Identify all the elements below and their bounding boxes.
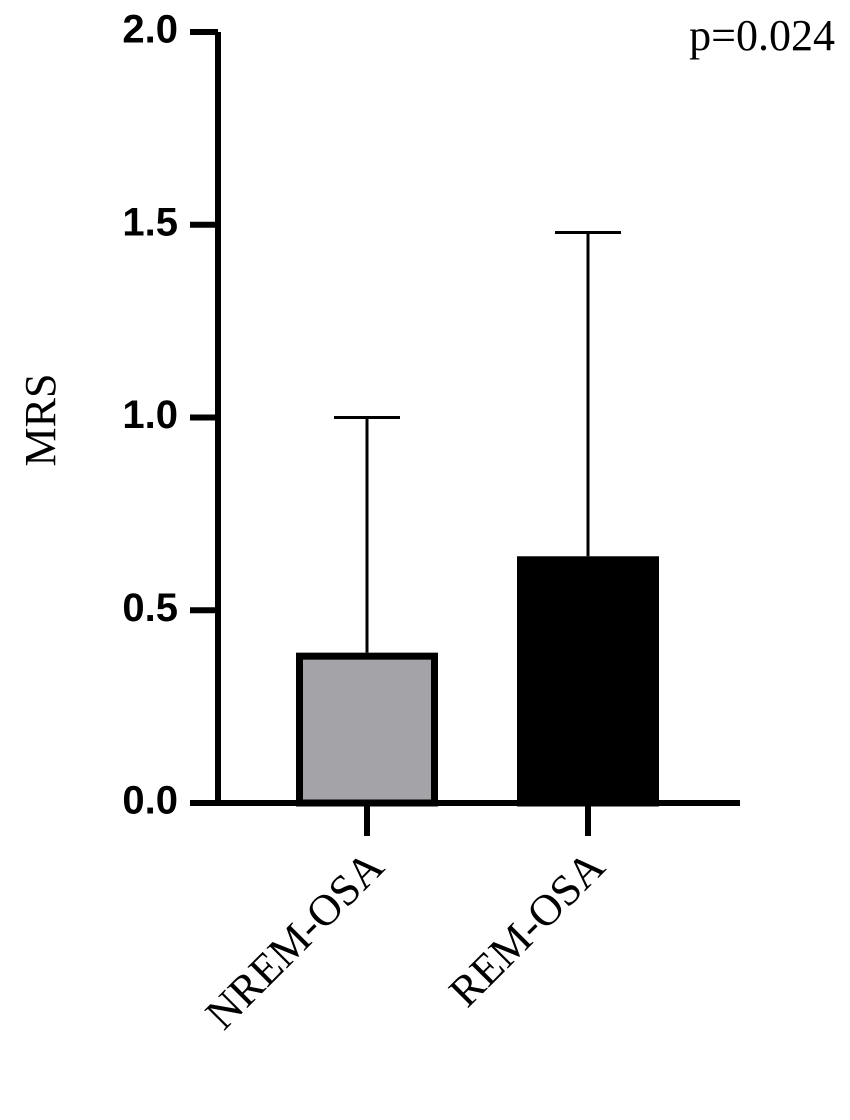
y-tick-label: 0.5 <box>122 586 178 630</box>
y-tick-label: 2.0 <box>122 8 178 52</box>
bar <box>517 556 659 807</box>
y-tick-label: 1.5 <box>122 200 178 244</box>
y-tick-label: 0.0 <box>122 779 178 823</box>
bar <box>296 652 438 807</box>
x-tick-label: NREM-OSA <box>196 841 393 1038</box>
annotation: p=0.024 <box>689 11 835 60</box>
x-tick-label: REM-OSA <box>440 841 615 1016</box>
y-axis-label: MRS <box>16 374 65 467</box>
y-tick-label: 1.0 <box>122 393 178 437</box>
